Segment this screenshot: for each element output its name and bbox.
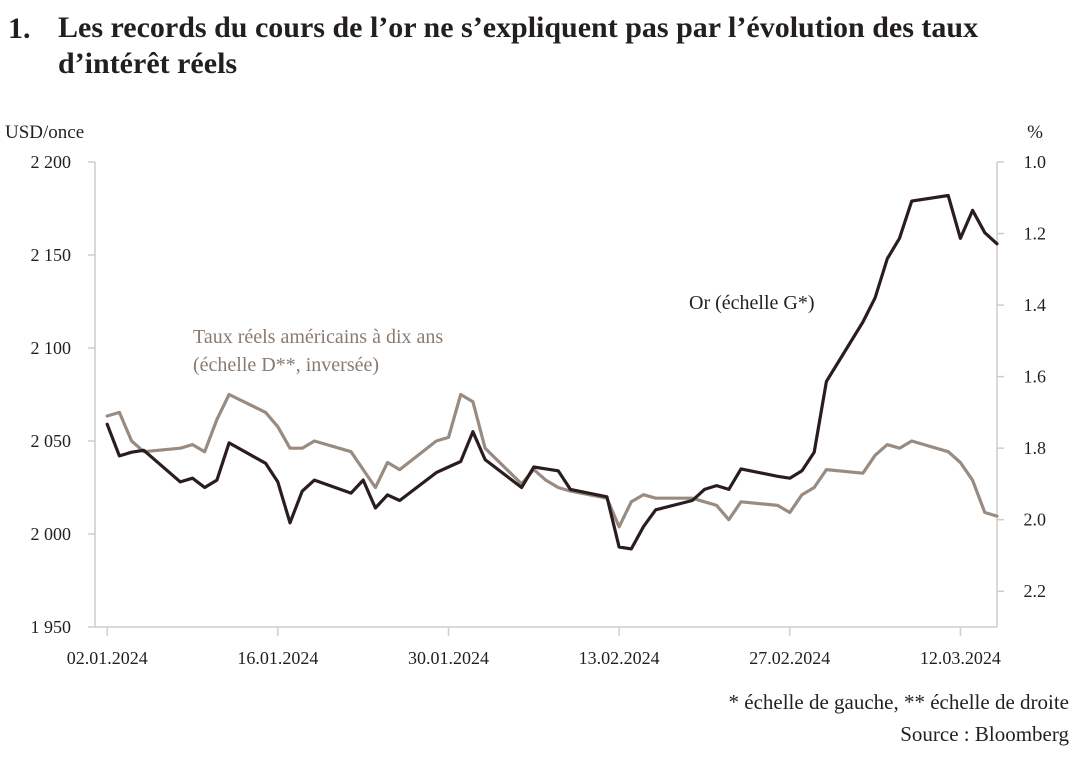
rates-series-label-line2: (échelle D**, inversée) — [193, 354, 379, 376]
left-tick-label: 2 000 — [31, 524, 72, 544]
left-tick-label: 1 950 — [31, 617, 72, 637]
right-axis-unit: % — [1027, 122, 1043, 143]
left-axis-ticks: 1 950 2 000 2 050 2 100 2 150 2 200 — [31, 152, 95, 637]
title-text: Les records du cours de l’or ne s’expliq… — [58, 11, 979, 80]
left-tick-label: 2 150 — [31, 245, 72, 265]
x-tick-label: 16.01.2024 — [237, 648, 318, 668]
x-tick-label: 02.01.2024 — [67, 648, 148, 668]
left-axis-unit: USD/once — [5, 122, 84, 143]
x-tick-label: 30.01.2024 — [408, 648, 489, 668]
real-rates-line — [105, 392, 999, 529]
x-tick-label: 27.02.2024 — [749, 648, 830, 668]
right-tick-label: 1.4 — [1024, 295, 1047, 315]
x-tick-label: 12.03.2024 — [920, 648, 1001, 668]
gold-series-label: Or (échelle G*) — [689, 292, 815, 314]
left-tick-label: 2 050 — [31, 431, 72, 451]
right-tick-label: 2.0 — [1024, 510, 1047, 530]
scale-footnote: * échelle de gauche, ** échelle de droit… — [728, 690, 1070, 714]
left-tick-label: 2 100 — [31, 338, 72, 358]
title-number: 1. — [8, 12, 31, 45]
right-tick-label: 1.2 — [1024, 224, 1047, 244]
rates-series-label-line1: Taux réels américains à dix ans — [193, 326, 443, 348]
left-tick-label: 2 200 — [31, 152, 72, 172]
gold-price-line — [105, 193, 999, 551]
x-axis-ticks: 02.01.2024 16.01.2024 30.01.2024 13.02.2024… — [67, 627, 1001, 668]
right-axis-ticks: 1.0 1.2 1.4 1.6 1.8 2.0 2.2 — [997, 152, 1046, 601]
right-tick-label: 1.0 — [1024, 152, 1047, 172]
source-note: Source : Bloomberg — [900, 722, 1069, 746]
series-layer — [105, 193, 999, 551]
right-tick-label: 2.2 — [1024, 581, 1047, 601]
right-tick-label: 1.6 — [1024, 367, 1047, 387]
right-tick-label: 1.8 — [1024, 438, 1047, 458]
x-tick-label: 13.02.2024 — [579, 648, 660, 668]
